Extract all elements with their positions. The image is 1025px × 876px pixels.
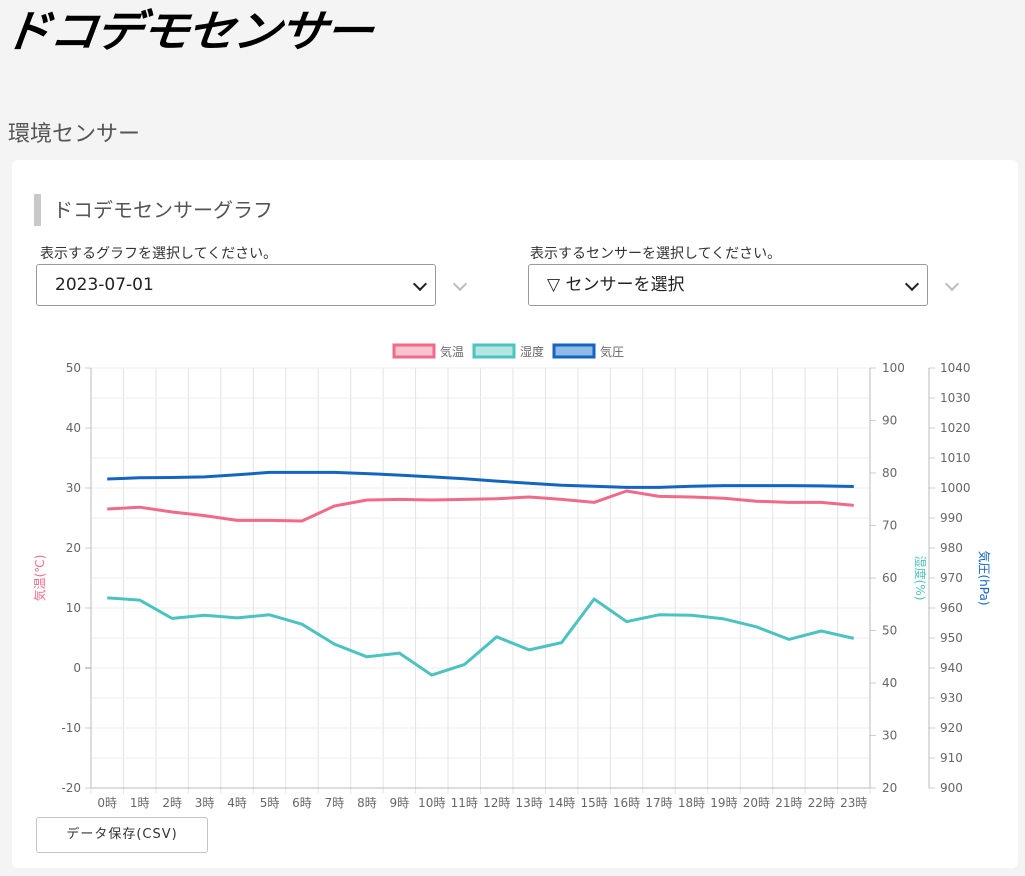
legend-label: 気圧: [600, 344, 624, 359]
csv-save-button[interactable]: データ保存(CSV): [36, 817, 208, 853]
sensor-chart: 50403020100-10-2010401030102010101000990…: [32, 343, 992, 810]
graph-card: ドコデモセンサーグラフ 表示するグラフを選択してください。 2023-07-01…: [12, 160, 1018, 868]
y-right2-tick-label: 1010: [940, 451, 971, 465]
y-right2-tick-label: 950: [940, 631, 963, 645]
y-right2-tick-label: 1000: [940, 481, 971, 495]
x-tick-label: 17時: [645, 796, 672, 810]
y-right2-tick-label: 990: [940, 511, 963, 525]
x-tick-label: 1時: [130, 796, 150, 810]
sensor-select[interactable]: ▽ センサーを選択: [528, 264, 928, 306]
x-tick-label: 14時: [548, 796, 575, 810]
y-right1-axis-title: 湿度(%): [913, 556, 928, 601]
y-left-tick-label: -10: [61, 721, 81, 735]
legend-swatch: [552, 343, 596, 359]
brand-logo: ドコデモセンサー: [0, 6, 375, 58]
x-tick-label: 8時: [357, 796, 377, 810]
y-right1-tick-label: 90: [882, 414, 897, 428]
y-right1-tick-label: 60: [882, 571, 897, 585]
y-right2-tick-label: 900: [940, 781, 963, 795]
x-tick-label: 21時: [775, 796, 802, 810]
y-right2-tick-label: 930: [940, 691, 963, 705]
y-right2-tick-label: 940: [940, 661, 963, 675]
y-left-tick-label: 30: [66, 481, 81, 495]
x-tick-label: 9時: [390, 796, 410, 810]
series-line-right1: [107, 596, 855, 677]
x-tick-label: 19時: [710, 796, 737, 810]
x-tick-label: 6時: [292, 796, 312, 810]
x-tick-label: 22時: [808, 796, 835, 810]
legend-label: 気温: [440, 344, 464, 359]
x-tick-label: 0時: [97, 796, 117, 810]
x-tick-label: 7時: [325, 796, 345, 810]
y-left-tick-label: 10: [66, 601, 81, 615]
y-right1-tick-label: 30: [882, 729, 897, 743]
x-tick-label: 23時: [840, 796, 867, 810]
x-tick-label: 5時: [260, 796, 280, 810]
y-right2-tick-label: 1040: [940, 361, 971, 375]
graph-date-value: 2023-07-01: [55, 275, 154, 295]
y-right1-tick-label: 20: [882, 781, 897, 795]
y-left-tick-label: 50: [66, 361, 81, 375]
section-title: ドコデモセンサーグラフ: [34, 194, 273, 226]
legend-swatch: [392, 343, 436, 359]
x-tick-label: 15時: [580, 796, 607, 810]
series-line-left: [107, 489, 854, 523]
y-left-axis-title: 気温(℃): [32, 555, 47, 602]
x-tick-label: 12時: [483, 796, 510, 810]
x-tick-label: 4時: [227, 796, 247, 810]
graph-date-select[interactable]: 2023-07-01: [36, 264, 436, 306]
x-tick-label: 11時: [451, 796, 478, 810]
y-right1-tick-label: 80: [882, 466, 897, 480]
y-right2-tick-label: 1020: [940, 421, 971, 435]
x-tick-label: 13時: [516, 796, 543, 810]
y-right1-tick-label: 40: [882, 676, 897, 690]
sensor-select-value: ▽ センサーを選択: [547, 275, 685, 295]
y-right2-tick-label: 970: [940, 571, 963, 585]
x-tick-label: 20時: [743, 796, 770, 810]
x-tick-label: 2時: [162, 796, 182, 810]
y-right1-tick-label: 50: [882, 624, 897, 638]
x-tick-label: 18時: [678, 796, 705, 810]
y-left-tick-label: 20: [66, 541, 81, 555]
x-tick-label: 16時: [613, 796, 640, 810]
legend-swatch: [472, 343, 516, 359]
sensor-select-label: 表示するセンサーを選択してください。: [530, 246, 782, 262]
legend-label: 湿度: [520, 344, 544, 359]
y-left-tick-label: -20: [61, 781, 81, 795]
y-right2-tick-label: 960: [940, 601, 963, 615]
x-tick-label: 3時: [195, 796, 215, 810]
y-right1-tick-label: 70: [882, 519, 897, 533]
y-left-tick-label: 40: [66, 421, 81, 435]
y-left-tick-label: 0: [73, 661, 81, 675]
y-right2-tick-label: 1030: [940, 391, 971, 405]
y-right1-tick-label: 100: [882, 361, 905, 375]
y-right2-tick-label: 910: [940, 751, 963, 765]
x-tick-label: 10時: [418, 796, 445, 810]
y-right2-tick-label: 920: [940, 721, 963, 735]
y-right2-tick-label: 980: [940, 541, 963, 555]
y-right2-axis-title: 気圧(hPa): [977, 550, 992, 605]
graph-select-label: 表示するグラフを選択してください。: [40, 246, 278, 262]
series-line-right2: [107, 470, 854, 489]
page-title: 環境センサー: [8, 122, 141, 147]
